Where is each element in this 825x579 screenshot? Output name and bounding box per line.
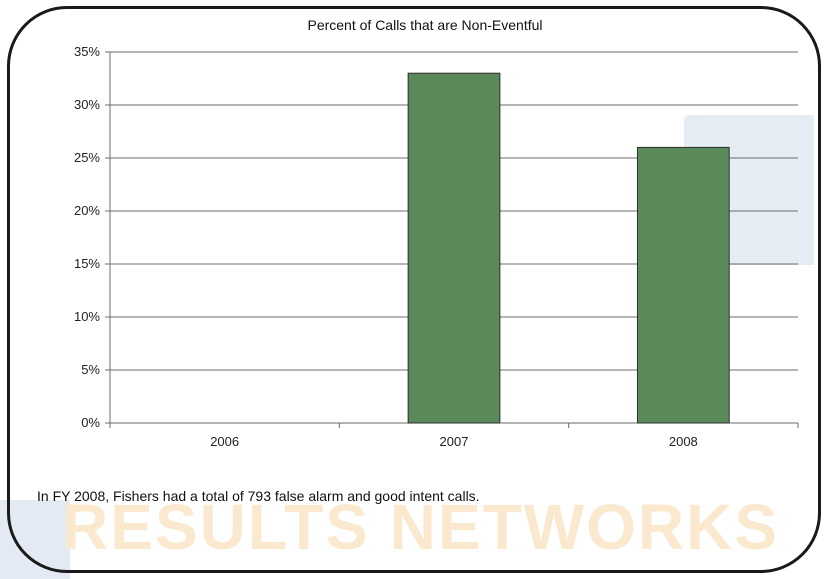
y-tick-label: 15%: [74, 256, 100, 271]
chart-title: Percent of Calls that are Non-Eventful: [307, 17, 542, 33]
x-tick-label: 2006: [210, 434, 239, 449]
tick-labels: 0% 5% 10% 15% 20% 25% 30% 35% 2006 2007 2008: [74, 44, 698, 449]
bars: [407, 72, 730, 424]
bar-2008: [636, 146, 730, 424]
watermark-text: RESULTS NETWORKS: [62, 491, 780, 563]
y-tick-label: 20%: [74, 203, 100, 218]
x-tick-label: 2008: [669, 434, 698, 449]
y-tick-label: 5%: [81, 362, 100, 377]
y-tick-label: 30%: [74, 97, 100, 112]
x-tick-label: 2007: [440, 434, 469, 449]
rounded-frame: [7, 6, 821, 573]
caption-text: In FY 2008, Fishers had a total of 793 f…: [37, 488, 480, 504]
y-tick-label: 10%: [74, 309, 100, 324]
y-tick-label: 25%: [74, 150, 100, 165]
bar-2007: [407, 72, 501, 424]
y-tick-label: 0%: [81, 415, 100, 430]
y-tick-label: 35%: [74, 44, 100, 59]
